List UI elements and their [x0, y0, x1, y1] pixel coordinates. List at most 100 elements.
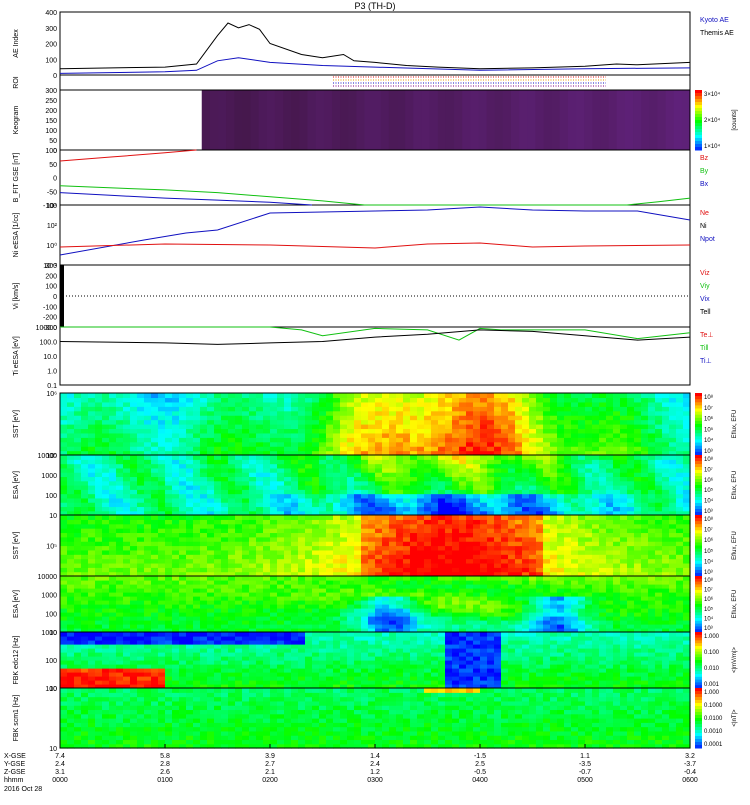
y-axis-label: FBK scm1 [Hz] — [13, 695, 20, 742]
colorbar-segment — [695, 461, 702, 465]
colorbar-segment — [695, 491, 702, 495]
colorbar-unit: [counts] — [732, 109, 738, 130]
colorbar-tick-label: 10⁶ — [704, 537, 714, 544]
bz-line — [60, 150, 197, 161]
y-tick-label: 300 — [45, 26, 57, 33]
colorbar-tick-label: 0.100 — [704, 650, 720, 656]
y-gse-value: 2.4 — [370, 761, 380, 768]
axis-row-label: X-GSE — [4, 753, 26, 760]
colorbar-segment — [695, 138, 702, 142]
legend-entry: Viy — [700, 283, 710, 290]
colorbar-segment — [695, 712, 702, 716]
colorbar-tick-label: 10³ — [704, 570, 713, 576]
colorbar-segment — [695, 730, 702, 734]
colorbar-tick-label: 10⁸ — [704, 394, 714, 401]
colorbar-segment — [695, 90, 702, 94]
colorbar-segment — [695, 409, 702, 413]
colorbar-segment — [695, 567, 702, 571]
panel-frame — [60, 327, 690, 385]
axis-row-label: hhmm — [4, 777, 24, 784]
colorbar-tick-label: 3×10⁴ — [704, 91, 721, 98]
colorbar-segment — [695, 512, 702, 516]
colorbar-segment — [695, 509, 702, 513]
colorbar-segment — [695, 570, 702, 574]
y-axis-label: FBK edc12 [Hz] — [13, 635, 20, 684]
legend-entry: Ne — [700, 210, 709, 217]
y-tick-label: 10⁶ — [46, 391, 57, 398]
panel-roi: ROI — [13, 75, 690, 90]
colorbar-segment — [695, 503, 702, 507]
colorbar-segment — [695, 135, 702, 139]
legend-entry: Bz — [700, 155, 709, 162]
colorbar-segment — [695, 733, 702, 737]
panel-esa_i: ESA [eV]1000010001001010⁸10⁷10⁶10⁵10⁴10³… — [13, 574, 738, 637]
y-tick-label: 10000 — [38, 574, 58, 581]
y-tick-label: 1000 — [41, 630, 57, 637]
colorbar-segment — [695, 518, 702, 522]
colorbar-tick-label: 10⁵ — [704, 548, 714, 555]
y-axis-label: SST [eV] — [13, 532, 20, 560]
date-label: 2016 Oct 28 — [4, 786, 42, 793]
legend-entry: Ti‖ — [700, 345, 709, 352]
colorbar-segment — [695, 533, 702, 537]
colorbar-tick-label: 2×10⁴ — [704, 117, 721, 124]
colorbar-tick-label: 10⁸ — [704, 516, 714, 523]
legend-entry: Themis AE — [700, 30, 734, 37]
y-tick-label: -100 — [43, 304, 57, 311]
colorbar-tick-label: 10⁴ — [704, 437, 714, 444]
x-gse-value: 3.9 — [265, 753, 275, 760]
colorbar-tick-label: 10⁵ — [704, 426, 714, 433]
colorbar-segment — [695, 393, 702, 397]
colorbar-tick-label: 10⁷ — [704, 466, 713, 473]
colorbar-segment — [695, 694, 702, 698]
colorbar-segment — [695, 506, 702, 510]
y-tick-label: 10² — [47, 223, 58, 230]
colorbar-segment — [695, 433, 702, 437]
colorbar-unit: Eflux, EFU — [732, 590, 738, 619]
colorbar-segment — [695, 697, 702, 701]
y-tick-label: 1.0 — [47, 369, 57, 376]
x-tick-label: 0200 — [262, 777, 278, 784]
y-axis-label: ESA [eV] — [13, 471, 20, 499]
y-tick-label: 10 — [49, 746, 57, 753]
by-line — [60, 186, 690, 205]
y-gse-value: 2.8 — [160, 761, 170, 768]
colorbar-segment — [695, 418, 702, 422]
colorbar-segment — [695, 700, 702, 704]
y-axis-label: SST [eV] — [13, 410, 20, 438]
y-tick-label: 10000 — [38, 453, 58, 460]
colorbar-segment — [695, 114, 702, 118]
y-tick-label: 10.0 — [43, 354, 57, 361]
colorbar-tick-label: 10³ — [704, 509, 713, 515]
colorbar-segment — [695, 399, 702, 403]
legend-entry: Te⊥ — [700, 332, 714, 339]
colorbar-unit: Eflux, EFU — [732, 531, 738, 560]
y-axis-label: Keogram — [13, 106, 20, 135]
colorbar-segment — [695, 449, 702, 453]
y-tick-label: 100 — [45, 128, 57, 135]
colorbar-segment — [695, 129, 702, 133]
ne-line — [60, 243, 690, 248]
colorbar-segment — [695, 524, 702, 528]
colorbar-tick-label: 0.0010 — [704, 729, 723, 735]
legend-entry: By — [700, 168, 709, 175]
z-gse-value: 3.1 — [55, 769, 65, 776]
y-tick-label: 300 — [45, 88, 57, 95]
colorbar-segment — [695, 144, 702, 148]
y-tick-label: 100 — [45, 611, 57, 618]
colorbar-segment — [695, 458, 702, 462]
y-axis-label: Vi [km/s] — [13, 283, 20, 310]
colorbar-segment — [695, 485, 702, 489]
colorbar-segment — [695, 123, 702, 127]
y-tick-label: 100 — [45, 686, 57, 693]
colorbar-segment — [695, 515, 702, 519]
colorbar-segment — [695, 706, 702, 710]
colorbar-tick-label: 0.1000 — [704, 703, 723, 709]
colorbar-segment — [695, 521, 702, 525]
